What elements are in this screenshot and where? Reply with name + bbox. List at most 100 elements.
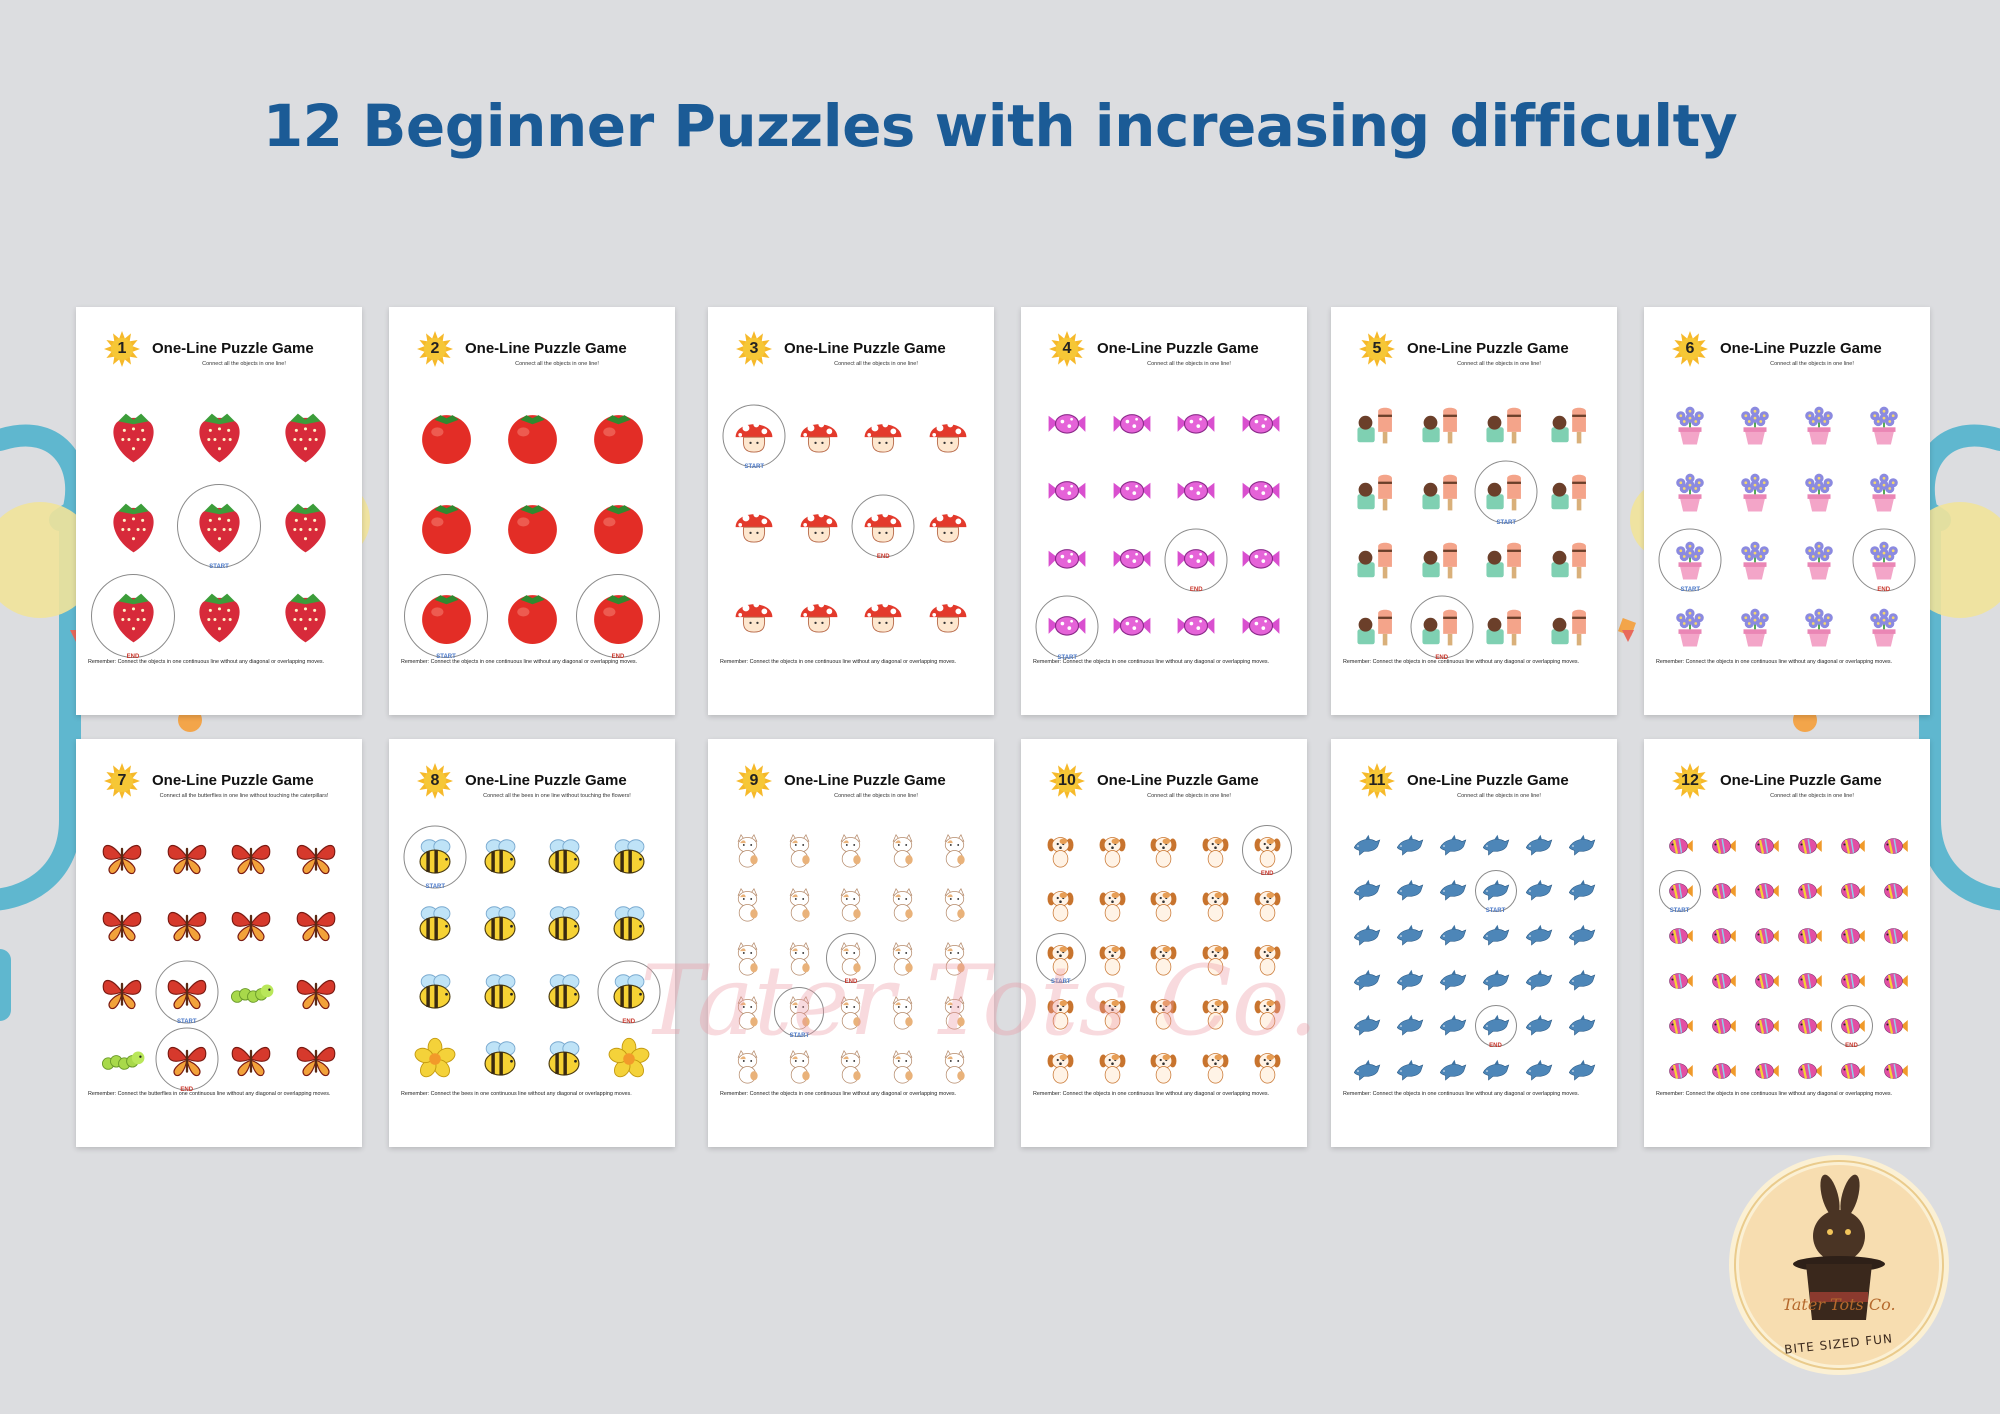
puzzle-cell[interactable] bbox=[1087, 985, 1139, 1039]
puzzle-cell[interactable] bbox=[1431, 868, 1474, 913]
puzzle-cell[interactable] bbox=[1873, 1048, 1916, 1093]
puzzle-cell[interactable] bbox=[1539, 391, 1604, 459]
puzzle-cell[interactable]: END bbox=[155, 1026, 220, 1094]
puzzle-cell[interactable]: END bbox=[1410, 594, 1475, 662]
puzzle-cell[interactable] bbox=[916, 571, 981, 661]
puzzle-cell[interactable] bbox=[916, 481, 981, 571]
puzzle-cell[interactable] bbox=[532, 958, 597, 1026]
puzzle-cell[interactable] bbox=[1035, 459, 1100, 527]
puzzle-cell[interactable] bbox=[1388, 1003, 1431, 1048]
puzzle-cell[interactable] bbox=[877, 931, 929, 985]
puzzle-cell[interactable] bbox=[1474, 1048, 1517, 1093]
puzzle-cell[interactable] bbox=[928, 877, 980, 931]
puzzle-cell[interactable] bbox=[1388, 868, 1431, 913]
puzzle-cell[interactable] bbox=[219, 958, 284, 1026]
puzzle-cell[interactable] bbox=[1035, 985, 1087, 1039]
puzzle-cell[interactable] bbox=[825, 985, 877, 1039]
puzzle-cell[interactable] bbox=[90, 391, 176, 481]
puzzle-cell[interactable] bbox=[1035, 877, 1087, 931]
puzzle-cell[interactable] bbox=[1787, 459, 1852, 527]
puzzle-cell[interactable] bbox=[877, 1039, 929, 1093]
puzzle-cell[interactable] bbox=[877, 985, 929, 1039]
puzzle-cell[interactable] bbox=[1138, 823, 1190, 877]
puzzle-cell[interactable] bbox=[597, 823, 662, 891]
puzzle-cell[interactable] bbox=[403, 1026, 468, 1094]
puzzle-cell[interactable] bbox=[262, 391, 348, 481]
puzzle-cell[interactable] bbox=[825, 877, 877, 931]
puzzle-cell[interactable] bbox=[1241, 877, 1293, 931]
puzzle-cell[interactable] bbox=[1229, 594, 1294, 662]
puzzle-cell[interactable] bbox=[1431, 1003, 1474, 1048]
puzzle-cell[interactable] bbox=[1658, 594, 1723, 662]
puzzle-cell[interactable] bbox=[1787, 823, 1830, 868]
puzzle-cell[interactable] bbox=[1539, 459, 1604, 527]
puzzle-cell[interactable] bbox=[1873, 913, 1916, 958]
puzzle-cell[interactable] bbox=[877, 823, 929, 877]
puzzle-cell[interactable]: START bbox=[1474, 868, 1517, 914]
puzzle-cell[interactable] bbox=[1035, 391, 1100, 459]
puzzle-cell[interactable] bbox=[1345, 594, 1410, 662]
puzzle-cell[interactable] bbox=[1190, 985, 1242, 1039]
puzzle-cell[interactable]: END bbox=[1241, 823, 1293, 877]
puzzle-cell[interactable] bbox=[1658, 958, 1701, 1003]
puzzle-cell[interactable] bbox=[1701, 1003, 1744, 1048]
puzzle-cell[interactable] bbox=[1474, 594, 1539, 662]
puzzle-cell[interactable] bbox=[1744, 868, 1787, 913]
puzzle-cell[interactable] bbox=[1345, 823, 1388, 868]
puzzle-cell[interactable] bbox=[1431, 913, 1474, 958]
puzzle-cell[interactable] bbox=[1560, 1003, 1603, 1048]
puzzle-cell[interactable] bbox=[1744, 1048, 1787, 1093]
puzzle-cell[interactable] bbox=[1517, 868, 1560, 913]
puzzle-cell[interactable]: START bbox=[155, 958, 220, 1026]
puzzle-cell[interactable] bbox=[468, 1026, 533, 1094]
puzzle-cell[interactable] bbox=[1539, 594, 1604, 662]
puzzle-cell[interactable] bbox=[787, 571, 852, 661]
puzzle-cell[interactable] bbox=[1787, 594, 1852, 662]
puzzle-cell[interactable] bbox=[1787, 1003, 1830, 1048]
puzzle-cell[interactable] bbox=[1164, 391, 1229, 459]
puzzle-cell[interactable] bbox=[468, 891, 533, 959]
puzzle-cell[interactable] bbox=[1100, 526, 1165, 594]
puzzle-cell[interactable] bbox=[1744, 913, 1787, 958]
puzzle-cell[interactable] bbox=[722, 571, 787, 661]
puzzle-cell[interactable] bbox=[219, 891, 284, 959]
puzzle-cell[interactable] bbox=[489, 571, 575, 661]
puzzle-cell[interactable] bbox=[1539, 526, 1604, 594]
puzzle-cell[interactable] bbox=[851, 571, 916, 661]
puzzle-cell[interactable] bbox=[1658, 1003, 1701, 1048]
puzzle-cell[interactable] bbox=[1723, 459, 1788, 527]
puzzle-cell[interactable] bbox=[176, 391, 262, 481]
puzzle-cell[interactable] bbox=[1388, 1048, 1431, 1093]
puzzle-cell[interactable] bbox=[284, 958, 349, 1026]
puzzle-cell[interactable] bbox=[468, 823, 533, 891]
puzzle-cell[interactable] bbox=[916, 391, 981, 481]
puzzle-cell[interactable] bbox=[774, 1039, 826, 1093]
puzzle-cell[interactable] bbox=[722, 1039, 774, 1093]
puzzle-cell[interactable] bbox=[722, 877, 774, 931]
puzzle-cell[interactable] bbox=[1138, 985, 1190, 1039]
puzzle-cell[interactable] bbox=[1345, 459, 1410, 527]
puzzle-cell[interactable] bbox=[1560, 958, 1603, 1003]
puzzle-cell[interactable]: END bbox=[851, 481, 916, 571]
puzzle-cell[interactable] bbox=[1517, 823, 1560, 868]
puzzle-cell[interactable] bbox=[1830, 868, 1873, 913]
puzzle-cell[interactable] bbox=[90, 891, 155, 959]
puzzle-cell[interactable] bbox=[403, 481, 489, 571]
puzzle-cell[interactable] bbox=[1787, 868, 1830, 913]
puzzle-cell[interactable] bbox=[1560, 913, 1603, 958]
puzzle-cell[interactable] bbox=[722, 931, 774, 985]
puzzle-cell[interactable]: END bbox=[1852, 526, 1917, 594]
puzzle-cell[interactable] bbox=[1701, 868, 1744, 913]
puzzle-cell[interactable] bbox=[1560, 868, 1603, 913]
puzzle-cell[interactable] bbox=[1431, 823, 1474, 868]
puzzle-cell[interactable] bbox=[1345, 391, 1410, 459]
puzzle-cell[interactable]: END bbox=[1474, 1003, 1517, 1049]
puzzle-cell[interactable]: START bbox=[1035, 594, 1100, 662]
puzzle-cell[interactable] bbox=[1345, 913, 1388, 958]
puzzle-cell[interactable] bbox=[403, 891, 468, 959]
puzzle-cell[interactable] bbox=[787, 481, 852, 571]
puzzle-cell[interactable] bbox=[1087, 1039, 1139, 1093]
puzzle-cell[interactable] bbox=[1658, 459, 1723, 527]
puzzle-cell[interactable] bbox=[1100, 391, 1165, 459]
puzzle-cell[interactable] bbox=[1852, 391, 1917, 459]
